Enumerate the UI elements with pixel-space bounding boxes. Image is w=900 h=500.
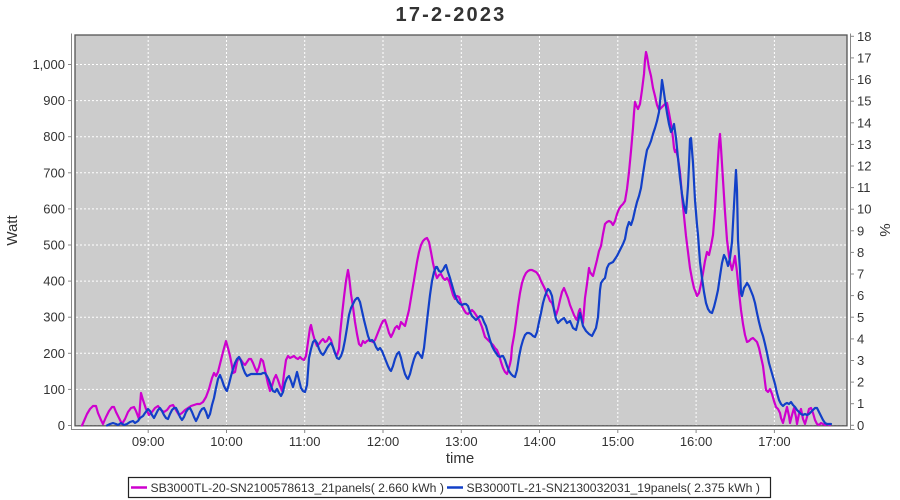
svg-text:2: 2 xyxy=(857,375,864,390)
svg-text:0: 0 xyxy=(857,418,864,433)
svg-text:700: 700 xyxy=(43,165,65,180)
svg-text:13:00: 13:00 xyxy=(445,434,478,449)
svg-text:17: 17 xyxy=(857,50,871,65)
svg-text:9: 9 xyxy=(857,223,864,238)
svg-text:14:00: 14:00 xyxy=(523,434,556,449)
svg-text:1,000: 1,000 xyxy=(32,57,65,72)
svg-text:5: 5 xyxy=(857,310,864,325)
svg-text:7: 7 xyxy=(857,267,864,282)
svg-text:12: 12 xyxy=(857,159,871,174)
svg-text:15:00: 15:00 xyxy=(602,434,635,449)
svg-text:600: 600 xyxy=(43,201,65,216)
svg-text:200: 200 xyxy=(43,346,65,361)
svg-text:16:00: 16:00 xyxy=(680,434,713,449)
svg-text:12:00: 12:00 xyxy=(367,434,400,449)
svg-text:17-2-2023: 17-2-2023 xyxy=(396,4,507,26)
svg-text:4: 4 xyxy=(857,331,864,346)
svg-text:6: 6 xyxy=(857,288,864,303)
svg-text:0: 0 xyxy=(58,418,65,433)
svg-text:1: 1 xyxy=(857,396,864,411)
svg-text:15: 15 xyxy=(857,94,871,109)
svg-text:Watt: Watt xyxy=(4,215,21,246)
svg-text:14: 14 xyxy=(857,115,871,130)
svg-text:time: time xyxy=(446,450,474,467)
svg-text:17:00: 17:00 xyxy=(758,434,791,449)
svg-text:11:00: 11:00 xyxy=(289,434,321,449)
svg-text:500: 500 xyxy=(43,238,65,253)
svg-text:10:00: 10:00 xyxy=(210,434,243,449)
svg-text:SB3000TL-21-SN2130032031_19pan: SB3000TL-21-SN2130032031_19panels( 2.375… xyxy=(467,481,760,495)
svg-text:13: 13 xyxy=(857,137,871,152)
svg-text:18: 18 xyxy=(857,29,871,44)
svg-text:8: 8 xyxy=(857,245,864,260)
svg-text:3: 3 xyxy=(857,353,864,368)
svg-text:%: % xyxy=(876,223,893,236)
svg-text:11: 11 xyxy=(857,180,871,195)
svg-text:09:00: 09:00 xyxy=(132,434,165,449)
svg-text:300: 300 xyxy=(43,310,65,325)
svg-text:SB3000TL-20-SN2100578613_21pan: SB3000TL-20-SN2100578613_21panels( 2.660… xyxy=(151,481,444,495)
svg-text:10: 10 xyxy=(857,202,871,217)
svg-text:100: 100 xyxy=(43,382,65,397)
svg-text:16: 16 xyxy=(857,72,871,87)
svg-text:400: 400 xyxy=(43,274,65,289)
svg-text:800: 800 xyxy=(43,129,65,144)
svg-text:900: 900 xyxy=(43,93,65,108)
